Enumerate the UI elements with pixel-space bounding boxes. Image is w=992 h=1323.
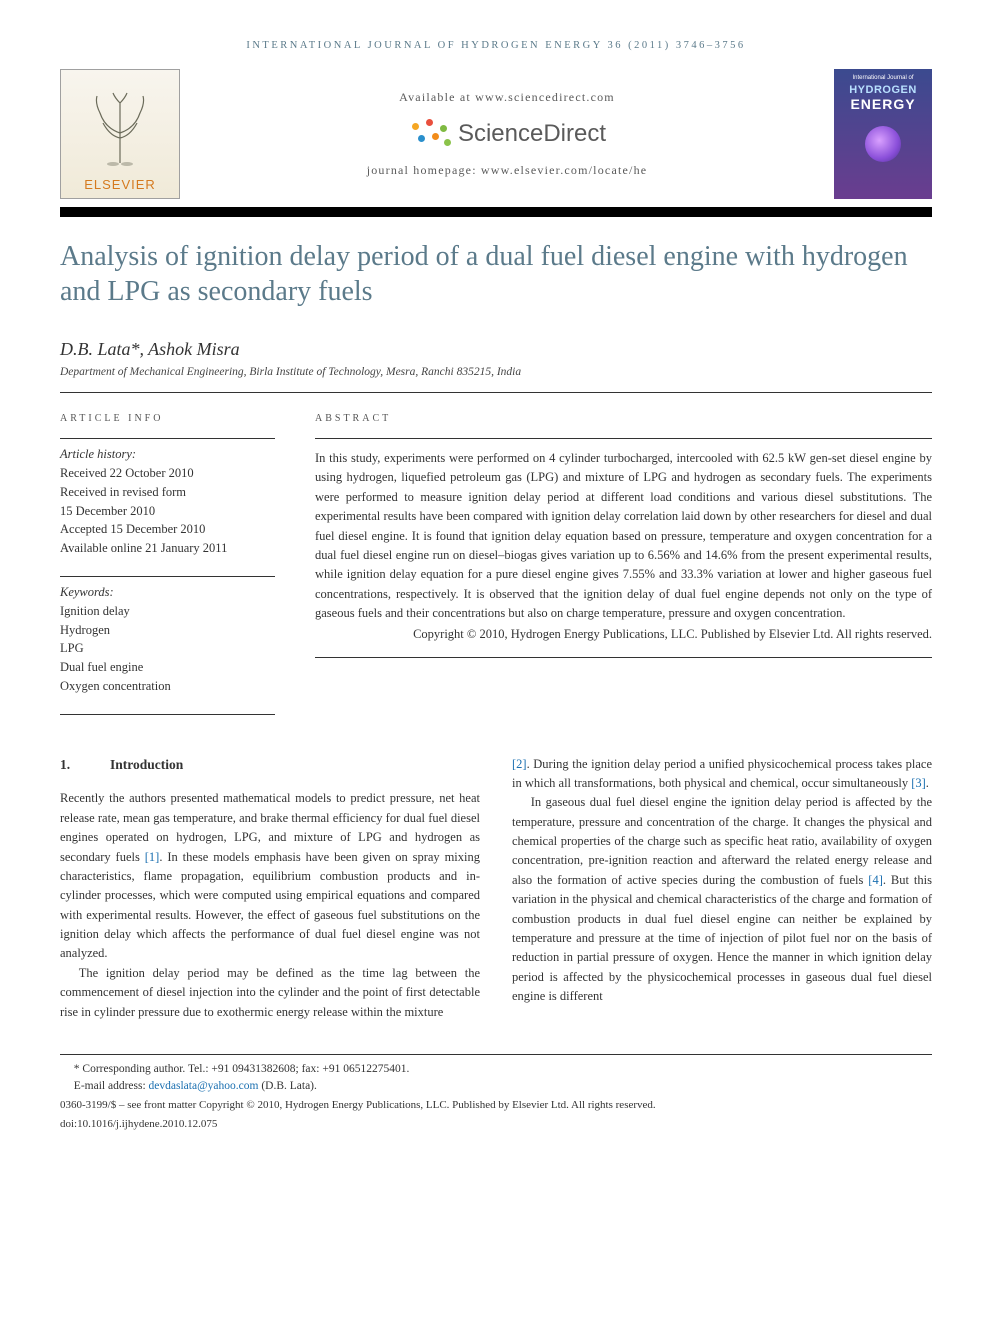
keywords-label: Keywords: <box>60 585 275 600</box>
top-banner: ELSEVIER Available at www.sciencedirect.… <box>60 69 932 199</box>
history-line: Received 22 October 2010 <box>60 464 275 483</box>
keyword: Dual fuel engine <box>60 658 275 677</box>
corresponding-author: * Corresponding author. Tel.: +91 094313… <box>60 1061 932 1078</box>
cover-small-text: International Journal of <box>852 75 913 82</box>
body-paragraph: The ignition delay period may be defined… <box>60 964 480 1022</box>
abstract-heading: ABSTRACT <box>315 413 932 424</box>
front-matter-copyright: 0360-3199/$ – see front matter Copyright… <box>60 1097 932 1114</box>
sd-dot <box>412 123 419 130</box>
divider <box>60 392 932 393</box>
abstract-column: ABSTRACT In this study, experiments were… <box>315 413 932 715</box>
sd-dot <box>440 125 447 132</box>
keyword: Hydrogen <box>60 621 275 640</box>
sd-dot <box>426 119 433 126</box>
history-line: Accepted 15 December 2010 <box>60 520 275 539</box>
sciencedirect-logo: ScienceDirect <box>408 119 606 149</box>
cover-hydrogen-text: HYDROGEN <box>849 84 917 96</box>
sd-dot <box>418 135 425 142</box>
affiliation: Department of Mechanical Engineering, Bi… <box>60 366 932 378</box>
journal-homepage-line: journal homepage: www.elsevier.com/locat… <box>367 163 648 178</box>
body-paragraph: Recently the authors presented mathemati… <box>60 789 480 963</box>
section-number: 1. <box>60 755 110 776</box>
abstract-copyright: Copyright © 2010, Hydrogen Energy Public… <box>315 625 932 644</box>
section-heading: 1.Introduction <box>60 755 480 776</box>
body-paragraph: In gaseous dual fuel diesel engine the i… <box>512 793 932 1006</box>
keywords-block: Keywords: Ignition delay Hydrogen LPG Du… <box>60 576 275 696</box>
body-right-column: [2]. During the ignition delay period a … <box>512 755 932 1022</box>
ref-link[interactable]: [2] <box>512 757 527 771</box>
elsevier-logo: ELSEVIER <box>60 69 180 199</box>
ref-link[interactable]: [4] <box>868 873 883 887</box>
journal-cover: International Journal of HYDROGEN ENERGY <box>834 69 932 199</box>
history-line: 15 December 2010 <box>60 502 275 521</box>
article-info-column: ARTICLE INFO Article history: Received 2… <box>60 413 275 715</box>
keyword: LPG <box>60 639 275 658</box>
banner-center: Available at www.sciencedirect.com Scien… <box>198 69 816 199</box>
available-at-line: Available at www.sciencedirect.com <box>399 90 615 105</box>
divider <box>315 438 932 439</box>
body-left-column: 1.Introduction Recently the authors pres… <box>60 755 480 1022</box>
authors: D.B. Lata*, Ashok Misra <box>60 339 932 360</box>
sd-dot <box>432 133 439 140</box>
sd-dot <box>444 139 451 146</box>
divider <box>315 657 932 658</box>
abstract-text: In this study, experiments were performe… <box>315 449 932 623</box>
footnotes: * Corresponding author. Tel.: +91 094313… <box>60 1054 932 1133</box>
black-divider-bar <box>60 207 932 217</box>
email-tail: (D.B. Lata). <box>258 1080 316 1092</box>
body-paragraph: [2]. During the ignition delay period a … <box>512 755 932 794</box>
section-title: Introduction <box>110 757 183 772</box>
email-label: E-mail address: <box>74 1080 149 1092</box>
history-line: Available online 21 January 2011 <box>60 539 275 558</box>
running-head: INTERNATIONAL JOURNAL OF HYDROGEN ENERGY… <box>60 40 932 51</box>
ref-link[interactable]: [1] <box>145 850 160 864</box>
history-label: Article history: <box>60 447 275 462</box>
email-line: E-mail address: devdaslata@yahoo.com (D.… <box>60 1078 932 1095</box>
email-link[interactable]: devdaslata@yahoo.com <box>149 1080 259 1092</box>
info-abstract-row: ARTICLE INFO Article history: Received 2… <box>60 413 932 715</box>
sciencedirect-text: ScienceDirect <box>458 120 606 148</box>
article-title: Analysis of ignition delay period of a d… <box>60 239 932 309</box>
body-columns: 1.Introduction Recently the authors pres… <box>60 755 932 1022</box>
sciencedirect-dots-icon <box>408 119 452 149</box>
ref-link[interactable]: [3] <box>911 776 926 790</box>
elsevier-brand-text: ELSEVIER <box>84 177 156 192</box>
history-line: Received in revised form <box>60 483 275 502</box>
article-history-block: Article history: Received 22 October 201… <box>60 438 275 558</box>
article-info-heading: ARTICLE INFO <box>60 413 275 424</box>
cover-energy-text: ENERGY <box>850 96 915 112</box>
keyword: Ignition delay <box>60 602 275 621</box>
doi: doi:10.1016/j.ijhydene.2010.12.075 <box>60 1116 932 1133</box>
elsevier-tree-icon <box>80 83 160 173</box>
cover-circle-icon <box>865 126 901 162</box>
keyword: Oxygen concentration <box>60 677 275 696</box>
info-end-rule <box>60 714 275 715</box>
